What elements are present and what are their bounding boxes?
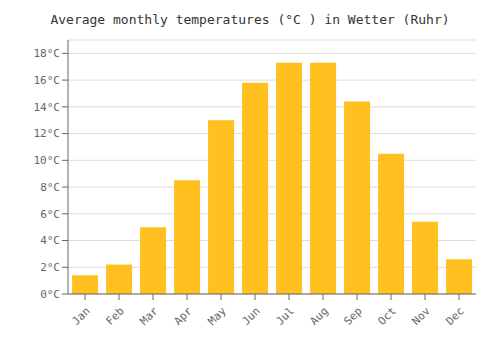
html-text:Average monthly temperatures (: Average monthly temperatures (°C ) in We…	[50, 12, 450, 27]
svg-text:Oct: Oct	[376, 305, 399, 328]
svg-text:16°C: 16°C	[34, 74, 61, 87]
svg-text:Jul: Jul	[274, 305, 297, 328]
svg-text:6°C: 6°C	[40, 208, 60, 221]
svg-text:18°C: 18°C	[34, 47, 61, 60]
svg-text:14°C: 14°C	[34, 101, 61, 114]
svg-text:Aug: Aug	[308, 305, 331, 328]
svg-text:Nov: Nov	[410, 304, 434, 328]
svg-text:12°C: 12°C	[34, 127, 61, 140]
svg-text:8°C: 8°C	[40, 181, 60, 194]
svg-text:Jun: Jun	[240, 305, 263, 328]
svg-text:Apr: Apr	[172, 304, 196, 328]
svg-text:4°C: 4°C	[40, 234, 60, 247]
svg-text:0°C: 0°C	[40, 288, 60, 301]
svg-text:Jan: Jan	[70, 305, 93, 328]
svg-text:10°C: 10°C	[34, 154, 61, 167]
svg-text:Feb: Feb	[104, 305, 127, 328]
svg-text:Sep: Sep	[342, 305, 365, 328]
svg-text:May: May	[206, 304, 230, 328]
svg-text:Mar: Mar	[138, 304, 162, 328]
svg-text:2°C: 2°C	[40, 261, 60, 274]
svg-text:Dec: Dec	[444, 305, 467, 328]
